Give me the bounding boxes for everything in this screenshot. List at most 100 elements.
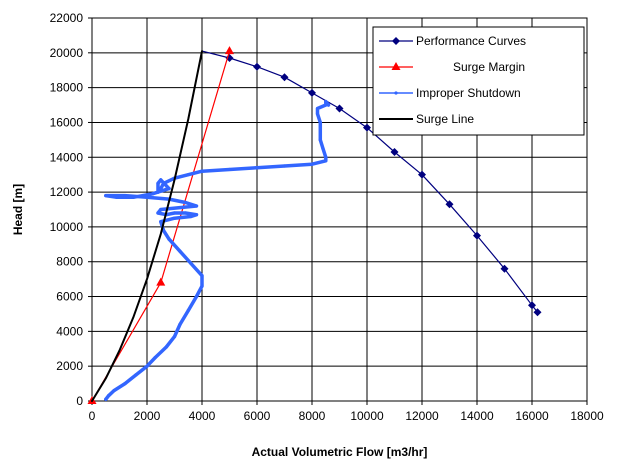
data-point <box>106 394 111 398</box>
data-point <box>123 193 127 198</box>
data-point <box>167 237 171 241</box>
data-point <box>282 164 287 168</box>
diamond-marker <box>390 148 399 157</box>
data-point <box>161 181 166 185</box>
data-point <box>324 99 328 104</box>
data-point <box>156 190 160 194</box>
y-tick-label: 22000 <box>50 11 84 25</box>
data-point <box>324 159 328 163</box>
data-point <box>200 169 204 173</box>
data-point <box>186 308 190 313</box>
series-layer <box>87 46 542 404</box>
data-point <box>104 397 108 401</box>
triangle-marker <box>391 62 401 70</box>
data-point <box>159 178 163 182</box>
y-tick-label: 12000 <box>50 185 84 199</box>
x-tick-label: 18000 <box>570 409 604 423</box>
legend-box <box>372 26 585 136</box>
diamond-marker <box>335 104 344 113</box>
data-point <box>172 334 177 339</box>
y-tick-label: 16000 <box>50 115 84 129</box>
legend-item: Improper Shutdown <box>379 86 521 100</box>
diamond-marker <box>363 123 371 132</box>
data-point <box>123 381 127 386</box>
data-point <box>145 364 149 368</box>
data-point <box>159 207 163 212</box>
diamond-marker <box>445 200 454 209</box>
data-point <box>156 211 160 215</box>
y-tick-label: 6000 <box>56 290 83 304</box>
series-line <box>201 50 539 313</box>
legend-label: Performance Curves <box>416 34 526 48</box>
data-point <box>194 213 199 217</box>
data-point <box>324 155 328 159</box>
x-tick-label: 14000 <box>460 409 494 423</box>
x-tick-label: 12000 <box>405 409 439 423</box>
y-tick-label: 20000 <box>50 46 84 60</box>
diamond-marker <box>528 301 536 310</box>
ticks-layer: 0 2000 4000 6000 8000 10000 12000 14000 16000 180… <box>50 11 604 423</box>
y-tick-label: 8000 <box>56 255 83 269</box>
plot-frame <box>91 17 588 402</box>
series-surge-line <box>91 50 203 402</box>
diamond-marker <box>392 37 400 45</box>
triangle-marker <box>156 277 166 286</box>
x-tick-label: 16000 <box>515 409 549 423</box>
data-point <box>318 120 322 125</box>
data-point <box>134 373 138 377</box>
diamond-marker <box>308 88 316 97</box>
y-tick-label: 14000 <box>50 150 84 164</box>
legend-label: Improper Shutdown <box>416 86 521 100</box>
series-line <box>104 99 331 402</box>
data-point <box>178 249 182 253</box>
x-tick-label: 0 <box>89 409 96 423</box>
series-performance-curves <box>201 50 542 317</box>
series-improper-shutdown <box>104 99 331 402</box>
x-tick-label: 8000 <box>299 409 326 423</box>
legend: Performance Curves Surge Margin Improper S… <box>372 26 585 136</box>
data-point <box>189 214 193 219</box>
data-point <box>178 322 182 326</box>
diamond-marker <box>280 73 289 82</box>
data-point <box>159 220 163 224</box>
y-tick-label: 4000 <box>56 324 83 338</box>
legend-label: Surge Margin <box>453 60 525 74</box>
diamond-marker <box>500 264 509 273</box>
legend-item: Surge Margin <box>379 60 525 74</box>
data-point <box>115 195 119 199</box>
x-tick-label: 10000 <box>350 409 384 423</box>
x-axis-title: Actual Volumetric Flow [m3/hr] <box>252 445 428 459</box>
data-point <box>131 195 135 199</box>
y-tick-label: 2000 <box>56 359 83 373</box>
x-tick-label: 2000 <box>134 409 161 423</box>
data-point <box>183 200 188 205</box>
data-point <box>394 91 398 95</box>
y-tick-label: 10000 <box>50 220 84 234</box>
data-point <box>194 294 199 299</box>
data-point <box>194 204 199 208</box>
series-line <box>91 50 203 402</box>
y-tick-label: 0 <box>76 394 83 408</box>
y-tick-label: 18000 <box>50 81 84 95</box>
data-point <box>150 192 155 196</box>
data-point <box>200 274 204 278</box>
x-tick-label: 4000 <box>189 409 216 423</box>
data-point <box>255 166 259 170</box>
diamond-marker <box>533 308 542 317</box>
data-point <box>321 146 325 151</box>
legend-item: Surge Line <box>379 112 474 126</box>
legend-item: Performance Curves <box>379 34 526 48</box>
data-point <box>172 216 177 220</box>
x-tick-label: 6000 <box>244 409 271 423</box>
data-point <box>172 211 177 215</box>
data-point <box>326 103 331 107</box>
data-point <box>315 106 320 111</box>
data-point <box>189 261 193 266</box>
data-point <box>145 195 149 199</box>
data-point <box>318 138 322 142</box>
data-point <box>159 187 163 191</box>
diamond-marker <box>473 231 481 240</box>
data-point <box>183 211 188 215</box>
data-point <box>167 187 171 191</box>
